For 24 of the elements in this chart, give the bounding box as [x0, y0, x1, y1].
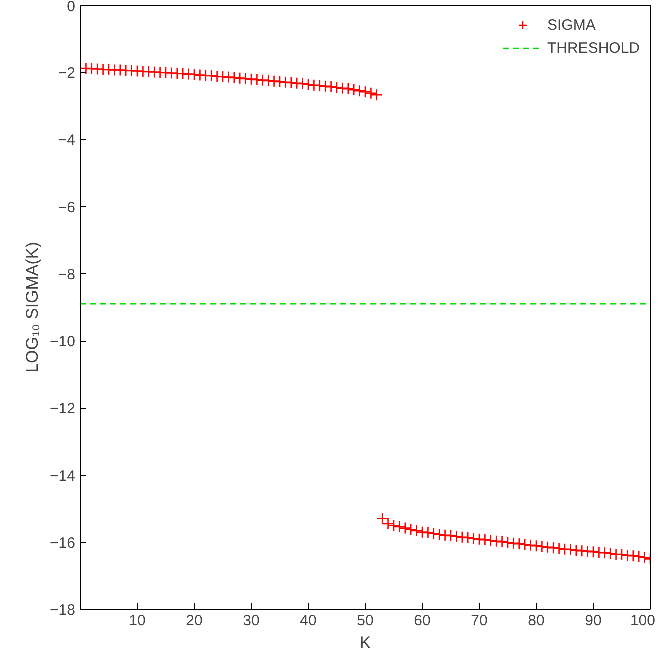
- x-tick-label: 60: [414, 612, 431, 630]
- y-tick-label: −18: [50, 602, 76, 619]
- y-tick-label: −4: [58, 132, 76, 150]
- y-tick-label: −12: [50, 400, 76, 418]
- x-axis-title: K: [360, 634, 372, 652]
- y-tick-label: −8: [58, 266, 76, 284]
- x-tick-label: 50: [357, 612, 374, 630]
- legend-label: SIGMA: [547, 16, 596, 34]
- y-tick-label: −16: [50, 534, 76, 552]
- x-tick-label: 10: [129, 612, 146, 630]
- y-tick-label: −2: [58, 65, 76, 82]
- y-tick-label: 0: [67, 0, 76, 16]
- y-tick-label: −14: [50, 468, 76, 485]
- x-tick-label: 20: [186, 612, 203, 630]
- x-tick-label: 90: [585, 612, 602, 630]
- x-tick-label: 100: [630, 612, 656, 630]
- legend-label: THRESHOLD: [547, 40, 640, 56]
- x-tick-label: 30: [243, 612, 260, 630]
- x-tick-label: 40: [300, 612, 317, 630]
- x-tick-label: 70: [471, 612, 488, 630]
- y-axis-title: LOG₁₀ SIGMA(K): [23, 242, 42, 373]
- x-tick-label: 80: [528, 612, 545, 630]
- y-tick-label: −10: [50, 334, 76, 351]
- y-tick-label: −6: [58, 199, 76, 216]
